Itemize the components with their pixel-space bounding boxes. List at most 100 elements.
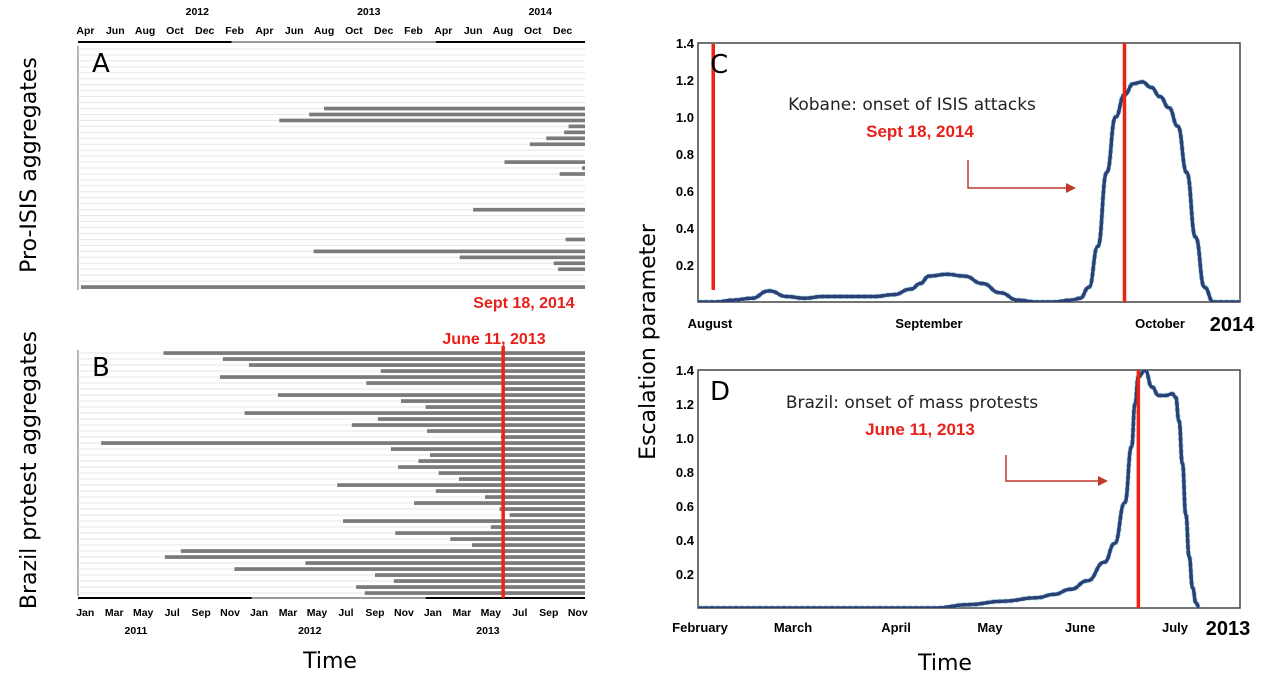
aggregate-bar bbox=[546, 136, 585, 141]
aggregate-bar bbox=[582, 166, 585, 170]
y-tick-label: 0.6 bbox=[676, 499, 694, 514]
aggregate-bar bbox=[485, 495, 585, 499]
y-tick-label: 1.4 bbox=[676, 363, 695, 378]
onset-label: Sept 18, 2014 bbox=[473, 295, 575, 312]
row-guide bbox=[78, 418, 585, 420]
row-guide bbox=[78, 209, 585, 211]
y-tick-label: 1.0 bbox=[676, 110, 694, 125]
tick-label: Nov bbox=[220, 607, 240, 619]
row-guide bbox=[78, 424, 585, 426]
aggregate-bar bbox=[558, 267, 585, 272]
row-guide bbox=[78, 238, 585, 240]
aggregate-bar bbox=[309, 112, 585, 117]
year-label: 2012 bbox=[298, 625, 322, 637]
y-tick-label: 0.8 bbox=[676, 465, 694, 480]
aggregate-bar bbox=[425, 405, 585, 409]
arrow bbox=[1005, 455, 1100, 482]
row-guide bbox=[78, 179, 585, 181]
year-label: 2013 bbox=[1206, 618, 1251, 640]
row-guide bbox=[78, 538, 585, 540]
row-guide bbox=[78, 215, 585, 217]
aggregate-bar bbox=[222, 357, 585, 361]
row-guide bbox=[78, 155, 585, 157]
row-guide bbox=[78, 370, 585, 372]
tick-label: Jan bbox=[424, 607, 442, 619]
row-guide bbox=[78, 232, 585, 234]
y-tick-label: 1.4 bbox=[676, 36, 695, 51]
tick-label: Sep bbox=[539, 607, 558, 619]
row-guide bbox=[78, 256, 585, 258]
panel-a: Apr Jun Aug Oct Dec Feb Apr Jun Aug Oct Dec Feb Apr J… bbox=[76, 6, 715, 312]
aggregate-bar bbox=[553, 261, 585, 266]
row-guide bbox=[78, 508, 585, 510]
row-guide bbox=[78, 400, 585, 402]
y-tick-label: 0.2 bbox=[676, 258, 694, 273]
escalation-curve bbox=[698, 370, 1201, 608]
plot-frame bbox=[697, 42, 1241, 303]
row-guide bbox=[78, 143, 585, 145]
panel-c: 0.2 0.4 0.6 0.8 1.0 1.2 1.4 August September Octo… bbox=[676, 36, 1255, 336]
row-guide bbox=[78, 454, 585, 456]
tick-label: Nov bbox=[394, 607, 414, 619]
tick-label: Apr bbox=[76, 25, 94, 37]
tick-label: Aug bbox=[314, 25, 334, 37]
y-tick-label: 1.2 bbox=[676, 73, 694, 88]
row-guide bbox=[78, 406, 585, 408]
aggregate-bar bbox=[313, 249, 585, 254]
aggregate-bar bbox=[356, 585, 585, 589]
aggregate-bar bbox=[499, 507, 585, 511]
aggregate-bar bbox=[244, 411, 586, 415]
aggregate-bar bbox=[80, 285, 585, 289]
row-guide bbox=[78, 167, 585, 169]
aggregate-bar bbox=[374, 573, 585, 577]
row-guide bbox=[78, 526, 585, 528]
year-label: 2013 bbox=[357, 6, 381, 18]
row-guide bbox=[78, 54, 585, 56]
row-guide bbox=[78, 592, 585, 594]
x-tick-label: June bbox=[1065, 620, 1095, 635]
year-label: 2013 bbox=[476, 625, 500, 637]
aggregate-bar bbox=[450, 537, 585, 541]
aggregate-bar bbox=[377, 417, 585, 421]
tick-label: Dec bbox=[553, 25, 572, 37]
arrow-head bbox=[1098, 476, 1108, 486]
tick-label: Jan bbox=[250, 607, 268, 619]
row-guide bbox=[78, 490, 585, 492]
left-xlabel: Time bbox=[302, 649, 357, 674]
row-guide bbox=[78, 90, 585, 92]
row-guide bbox=[78, 280, 585, 282]
tick-label: Feb bbox=[225, 25, 244, 37]
aggregate-bar bbox=[163, 351, 586, 355]
x-tick-label: February bbox=[672, 620, 728, 635]
row-guide bbox=[78, 262, 585, 264]
aggregate-bar bbox=[565, 237, 585, 242]
row-guide bbox=[78, 125, 585, 127]
tick-label: Apr bbox=[434, 25, 452, 37]
arrow bbox=[967, 160, 1068, 189]
onset-label: June 11, 2013 bbox=[865, 420, 975, 439]
aggregate-bar bbox=[504, 160, 585, 164]
tick-label: Sep bbox=[191, 607, 210, 619]
tick-label: Oct bbox=[345, 25, 363, 37]
year-label: 2012 bbox=[186, 6, 210, 18]
row-guide bbox=[78, 221, 585, 223]
aggregate-bar bbox=[509, 513, 585, 517]
aggregate-bar bbox=[414, 501, 585, 505]
tick-label: May bbox=[481, 607, 502, 619]
row-guide bbox=[78, 197, 585, 199]
x-tick-label: October bbox=[1135, 316, 1185, 331]
tick-label: Apr bbox=[255, 25, 273, 37]
annotation-text: Brazil: onset of mass protests bbox=[786, 393, 1038, 413]
panel-b-ylabel: Brazil protest aggregates bbox=[17, 331, 42, 609]
aggregate-bar bbox=[473, 207, 585, 212]
tick-label: Dec bbox=[374, 25, 393, 37]
row-guide bbox=[78, 496, 585, 498]
row-guide bbox=[78, 96, 585, 98]
escalation-curve bbox=[698, 80, 1240, 302]
aggregate-bar bbox=[366, 381, 585, 385]
row-guide bbox=[78, 66, 585, 68]
row-guide bbox=[78, 388, 585, 390]
aggregate-bar bbox=[427, 429, 585, 433]
row-guide bbox=[78, 466, 585, 468]
panel-letter: C bbox=[710, 50, 728, 80]
